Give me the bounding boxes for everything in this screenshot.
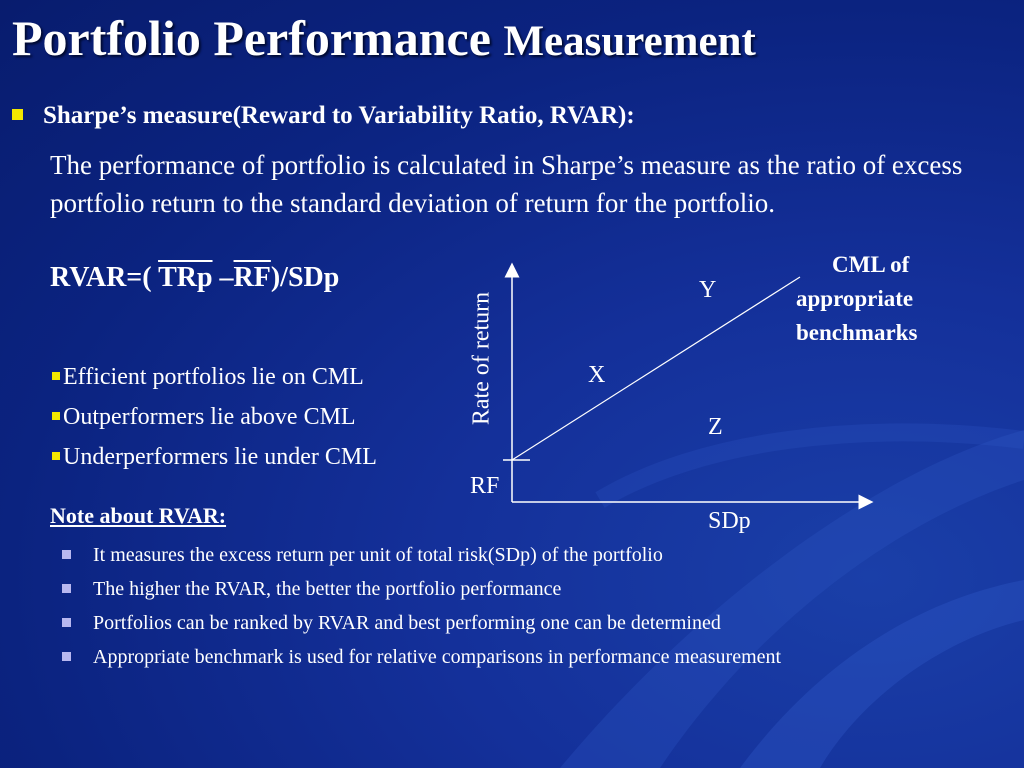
cml-label-line: benchmarks xyxy=(796,320,918,345)
square-bullet-icon xyxy=(62,583,71,593)
note-heading: Note about RVAR: xyxy=(50,503,227,528)
list-item: Portfolios can be ranked by RVAR and bes… xyxy=(62,606,781,640)
point-x-label: X xyxy=(588,362,606,388)
square-bullet-icon xyxy=(62,617,71,627)
square-bullet-icon xyxy=(62,651,71,661)
sharpe-description: The performance of portfolio is calculat… xyxy=(50,150,963,218)
point-y-label: Y xyxy=(699,277,717,303)
cml-points-list: Efficient portfolios lie on CML Outperfo… xyxy=(52,357,377,477)
square-bullet-icon xyxy=(12,108,23,120)
formula-suffix: )/SDp xyxy=(270,262,340,293)
formula-dash: – xyxy=(212,262,234,293)
cml-label-line: appropriate xyxy=(796,286,914,311)
list-item: It measures the excess return per unit o… xyxy=(62,538,781,572)
y-axis-label: Rate of return xyxy=(468,291,495,426)
formula-rf: RF xyxy=(233,262,271,293)
sharpe-heading-text: Sharpe’s measure(Reward to Variability R… xyxy=(43,102,635,129)
square-bullet-icon xyxy=(52,372,60,381)
list-item-text: The higher the RVAR, the better the port… xyxy=(93,578,562,600)
list-item-text: Outperformers lie above CML xyxy=(63,404,356,430)
square-bullet-icon xyxy=(52,412,60,421)
list-item-text: Appropriate benchmark is used for relati… xyxy=(93,646,782,668)
list-item-text: It measures the excess return per unit o… xyxy=(93,544,663,566)
cml-label-line: CML of xyxy=(832,252,910,277)
notes-list: It measures the excess return per unit o… xyxy=(62,538,781,674)
list-item: Underperformers lie under CML xyxy=(52,437,377,477)
list-item-text: Portfolios can be ranked by RVAR and bes… xyxy=(93,612,721,634)
list-item: Efficient portfolios lie on CML xyxy=(52,357,377,397)
list-item: Outperformers lie above CML xyxy=(52,397,377,437)
square-bullet-icon xyxy=(62,549,71,559)
title-part-1: Portfolio Performance xyxy=(12,10,491,66)
rvar-formula: RVAR=( TRp –RF)/SDp xyxy=(50,262,339,294)
x-axis-label: SDp xyxy=(708,508,751,534)
rf-label: RF xyxy=(470,473,500,499)
sharpe-heading: Sharpe’s measure(Reward to Variability R… xyxy=(12,102,635,130)
slide-title: Portfolio Performance Measurement xyxy=(12,6,756,74)
formula-prefix: RVAR=( xyxy=(50,262,159,293)
list-item: The higher the RVAR, the better the port… xyxy=(62,572,781,606)
cml-label: CML of appropriate benchmarks xyxy=(796,248,917,350)
list-item-text: Efficient portfolios lie on CML xyxy=(63,364,364,390)
list-item-text: Underperformers lie under CML xyxy=(63,444,377,470)
title-part-2: Measurement xyxy=(503,18,756,65)
point-z-label: Z xyxy=(708,414,723,440)
formula-trp: TRp xyxy=(158,262,213,293)
cml-line xyxy=(511,276,801,461)
list-item: Appropriate benchmark is used for relati… xyxy=(62,640,781,674)
square-bullet-icon xyxy=(52,452,60,461)
